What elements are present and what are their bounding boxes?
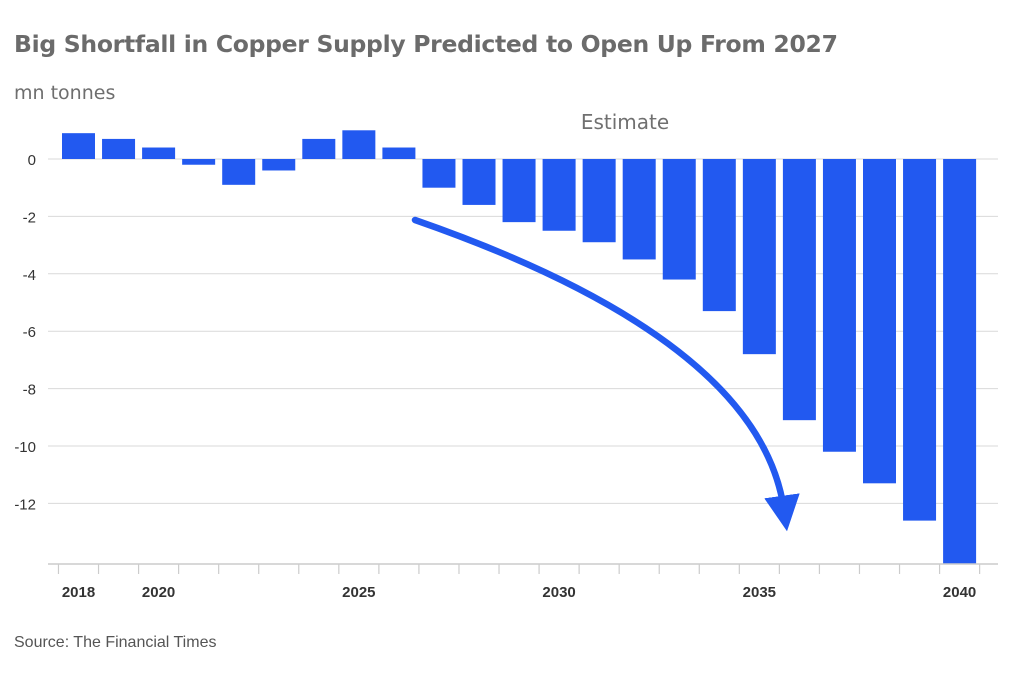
bar-2032 (622, 159, 656, 260)
y-tick-label: 0 (28, 152, 36, 169)
y-axis-unit-label: mn tonnes (14, 82, 116, 104)
x-tick-label: 2040 (943, 584, 976, 601)
y-tick-label: -10 (14, 439, 36, 456)
bar-2018 (62, 133, 95, 159)
bar-2031 (582, 159, 616, 243)
bar-2020 (142, 147, 176, 159)
bar-2022 (222, 159, 256, 185)
bar-2038 (863, 159, 896, 484)
bar-2034 (702, 159, 736, 312)
bar-2019 (102, 138, 136, 159)
y-axis: 0 -2 -4 -6 -8 -10 -12 (14, 152, 36, 513)
bars (62, 130, 977, 564)
bar-2029 (502, 159, 536, 223)
bar-2030 (542, 159, 576, 231)
bar-2025 (342, 130, 376, 159)
x-tick-label: 2025 (342, 584, 375, 601)
bar-2021 (182, 159, 216, 165)
bar-2035 (742, 159, 776, 355)
bar-2036 (782, 159, 816, 421)
bar-2026 (382, 147, 416, 159)
bar-2039 (903, 159, 937, 521)
chart-title: Big Shortfall in Copper Supply Predicted… (14, 30, 838, 58)
y-tick-label: -6 (23, 324, 36, 341)
x-tick-label: 2018 (62, 584, 95, 601)
downward-trend-arrow (411, 216, 800, 532)
y-tick-label: -2 (23, 209, 36, 226)
x-axis: 2018 2020 2025 2030 2035 2040 (48, 563, 998, 601)
y-tick-label: -4 (23, 267, 36, 284)
x-tick-label: 2035 (743, 584, 776, 601)
x-tick-label: 2020 (142, 584, 175, 601)
bar-2028 (462, 159, 496, 205)
bar-2033 (662, 159, 696, 280)
bar-2023 (262, 159, 296, 171)
source-note: Source: The Financial Times (14, 634, 217, 651)
y-tick-label: -8 (23, 382, 36, 399)
bar-2027 (422, 159, 456, 188)
estimate-annotation: Estimate (581, 110, 669, 134)
y-tick-label: -12 (14, 496, 36, 513)
x-tick-label: 2030 (542, 584, 575, 601)
bar-2037 (822, 159, 856, 452)
bar-2040 (943, 159, 977, 564)
bar-2024 (302, 138, 336, 159)
